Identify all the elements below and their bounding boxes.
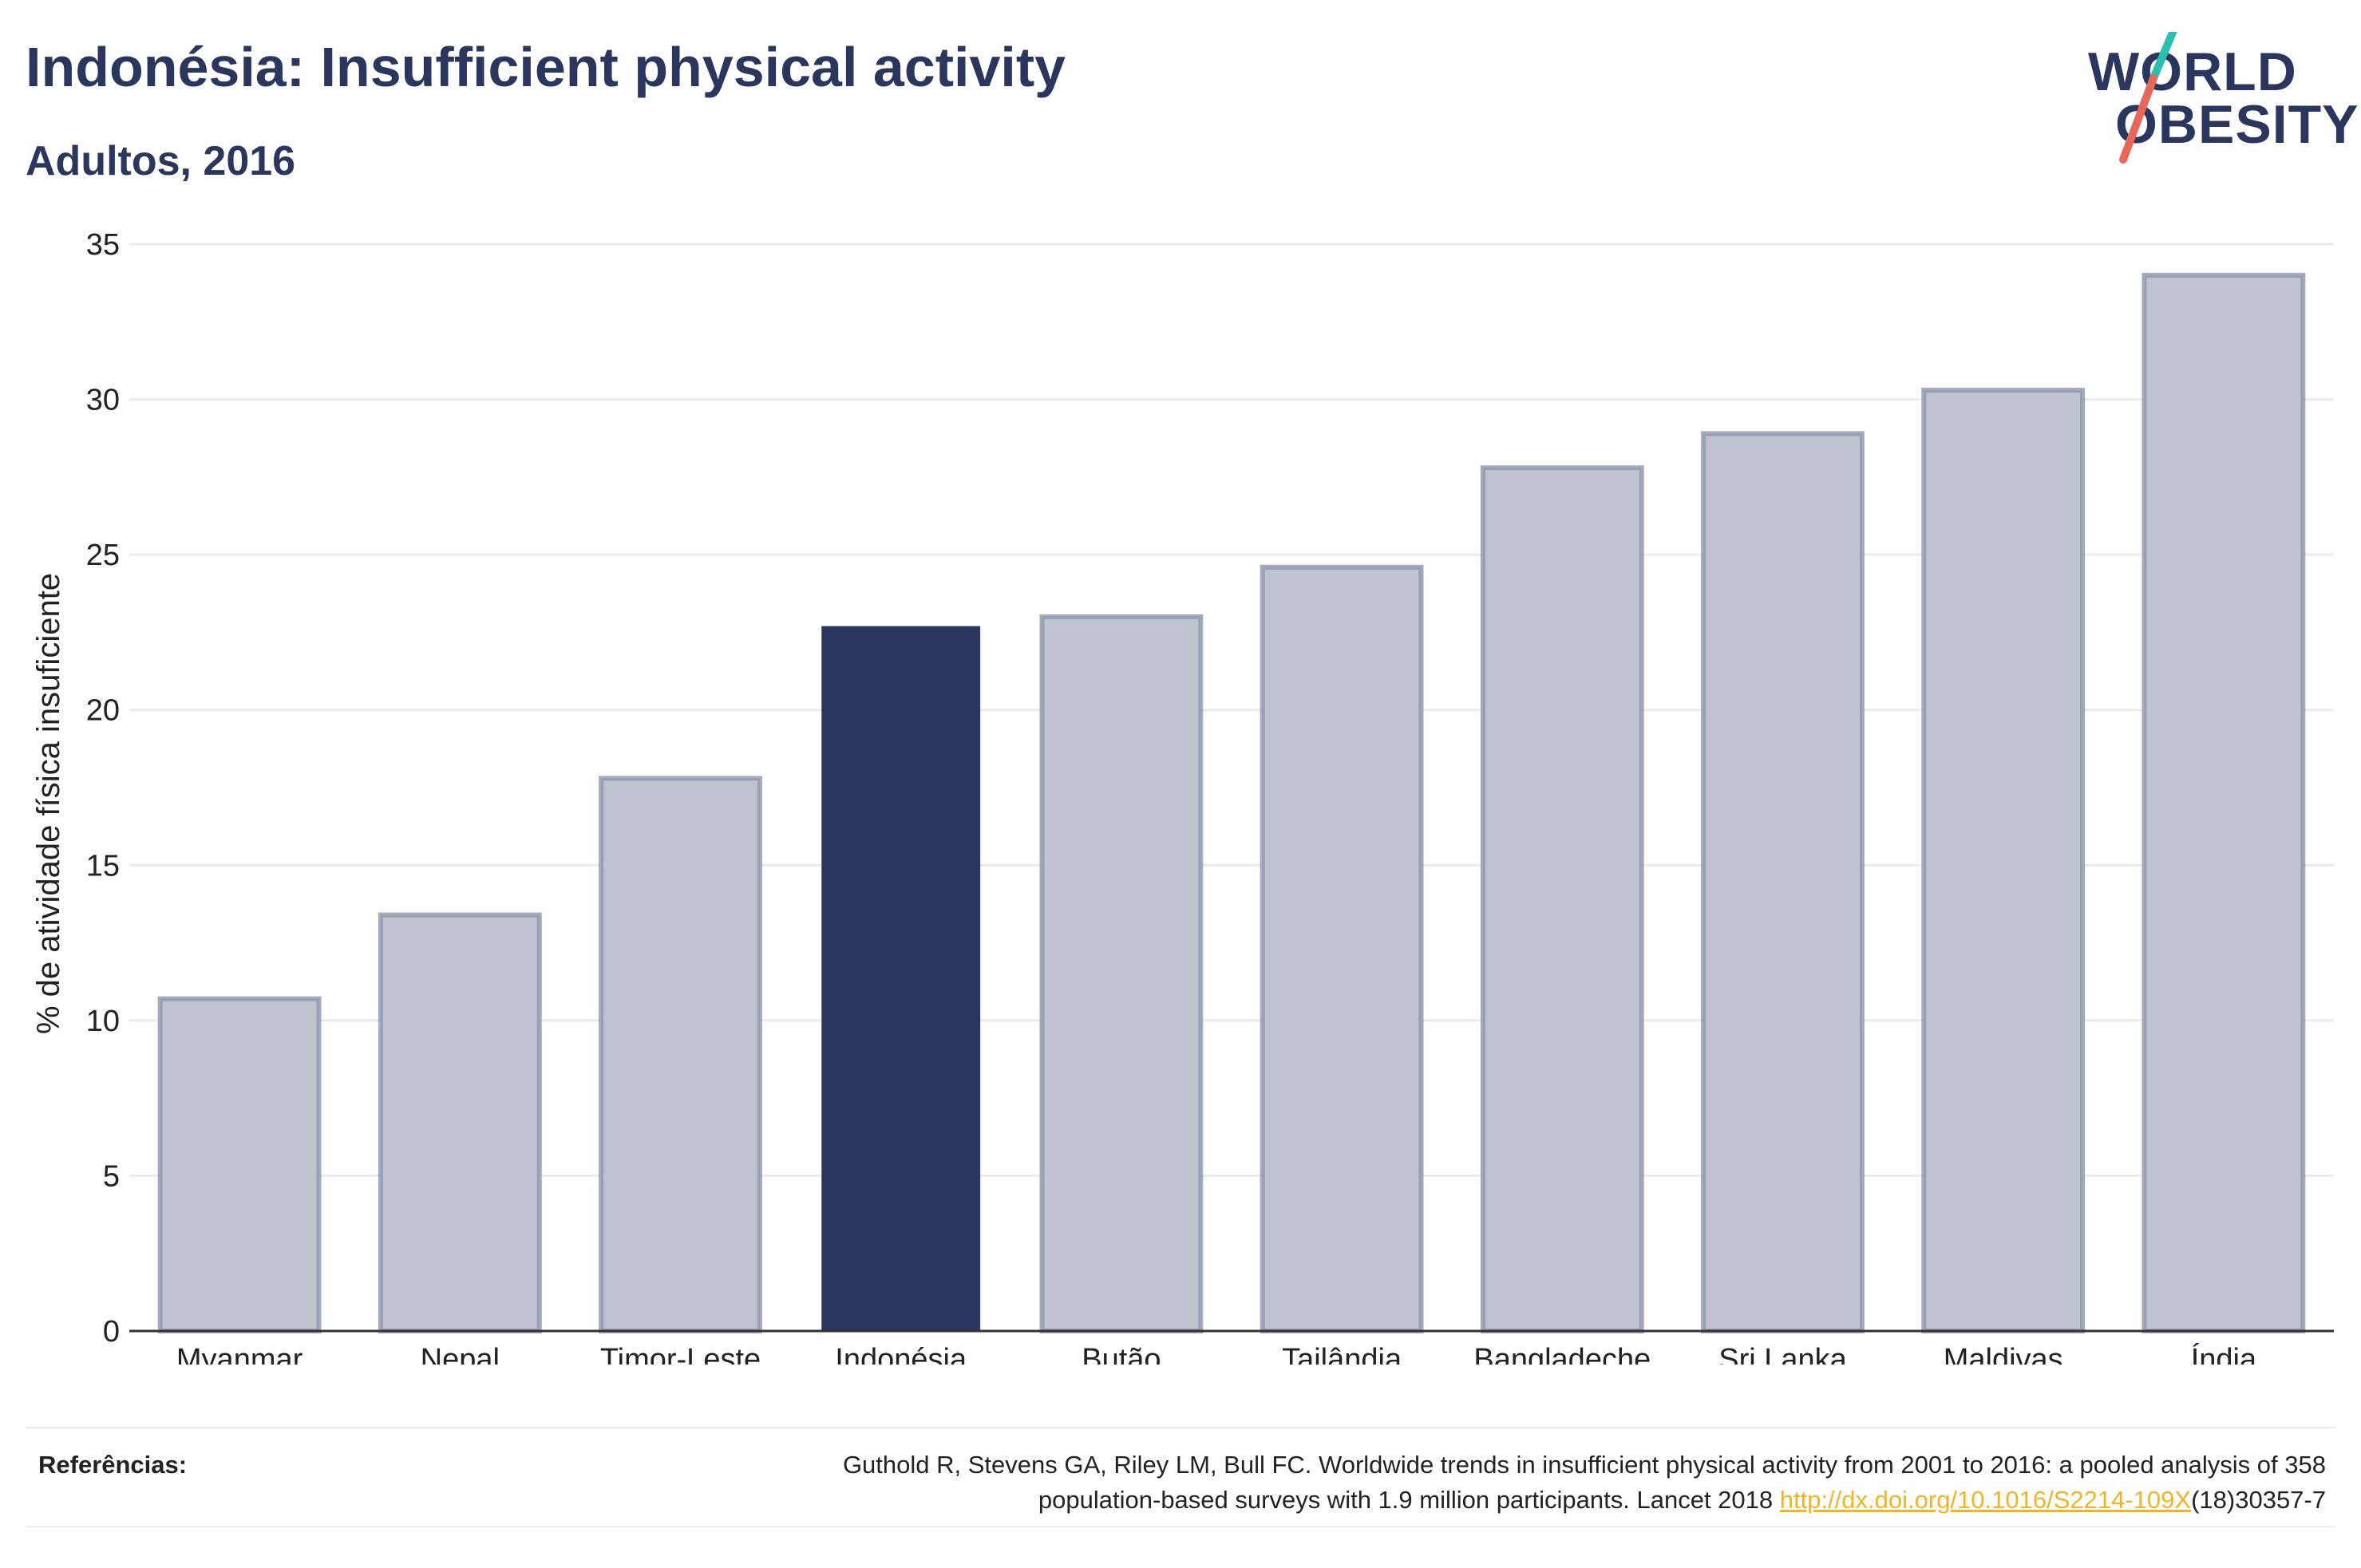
x-tick-label: Bangladeche [1473, 1343, 1651, 1365]
x-tick-label: Butão [1082, 1343, 1161, 1365]
footer-divider-bottom [26, 1526, 2335, 1527]
bars [157, 272, 2306, 1334]
y-tick-label: 10 [86, 1005, 120, 1038]
bar-timor-leste [599, 776, 762, 1333]
bar--ndia [2142, 272, 2306, 1333]
references-label: Referências: [38, 1451, 188, 1479]
page-title: Indonésia: Insufficient physical activit… [26, 36, 1066, 98]
x-tick-label: Maldivas [1944, 1343, 2063, 1365]
footer-divider-top [26, 1427, 2335, 1428]
y-tick-label: 20 [86, 694, 120, 728]
x-tick-label: Índia [2191, 1342, 2257, 1365]
x-tick-label: Myanmar [176, 1343, 303, 1365]
y-tick-label: 35 [86, 228, 120, 262]
reference-doi-link[interactable]: http://dx.doi.org/10.1016/S2214-109X [1779, 1486, 2192, 1514]
y-axis-ticks: 0 5 10 15 20 25 30 35 [86, 228, 120, 1349]
y-tick-label: 5 [103, 1159, 120, 1193]
bar-maldivas [1921, 387, 2086, 1334]
bar-chart: 0 5 10 15 20 25 30 35 Myanmar Nepal Timor-Leste In… [31, 228, 2334, 1365]
y-tick-label: 30 [86, 384, 120, 417]
reference-line-1: Guthold R, Stevens GA, Riley LM, Bull FC… [842, 1451, 2326, 1479]
logo-line-1: WORLD [2088, 41, 2297, 102]
x-tick-label: Indonésia [835, 1343, 967, 1365]
bar-nepal [378, 912, 542, 1333]
bar-indon-sia [821, 626, 981, 1331]
y-tick-label: 25 [86, 539, 120, 572]
logo-slash-icon [2119, 32, 2177, 164]
x-tick-label: Tailândia [1282, 1343, 1402, 1365]
x-tick-label: Sri Lanka [1718, 1343, 1847, 1365]
bar-tail-ndia [1260, 564, 1424, 1333]
bar-bangladeche [1480, 465, 1644, 1333]
reference-line-2-end: (18)30357-7 [2191, 1486, 2326, 1514]
bar-myanmar [157, 996, 322, 1333]
bar-but-o [1039, 614, 1204, 1333]
x-tick-label: Nepal [421, 1343, 500, 1365]
y-tick-label: 15 [86, 849, 120, 883]
x-axis-ticks: Myanmar Nepal Timor-Leste Indonésia Butão Tai… [176, 1342, 2257, 1365]
y-tick-label: 0 [103, 1315, 120, 1349]
page-subtitle: Adultos, 2016 [26, 138, 296, 184]
logo-line-2: OBESITY [2115, 94, 2359, 155]
reference-line-2: population-based surveys with 1.9 millio… [1038, 1486, 1780, 1514]
world-obesity-logo: WORLD OBESITY [2075, 32, 2359, 176]
y-axis-label: % de atividade física insuficiente [31, 573, 66, 1034]
bar-sri-lanka [1701, 431, 1865, 1333]
reference-citation: Guthold R, Stevens GA, Riley LM, Bull FC… [490, 1448, 2326, 1518]
x-tick-label: Timor-Leste [600, 1343, 761, 1365]
